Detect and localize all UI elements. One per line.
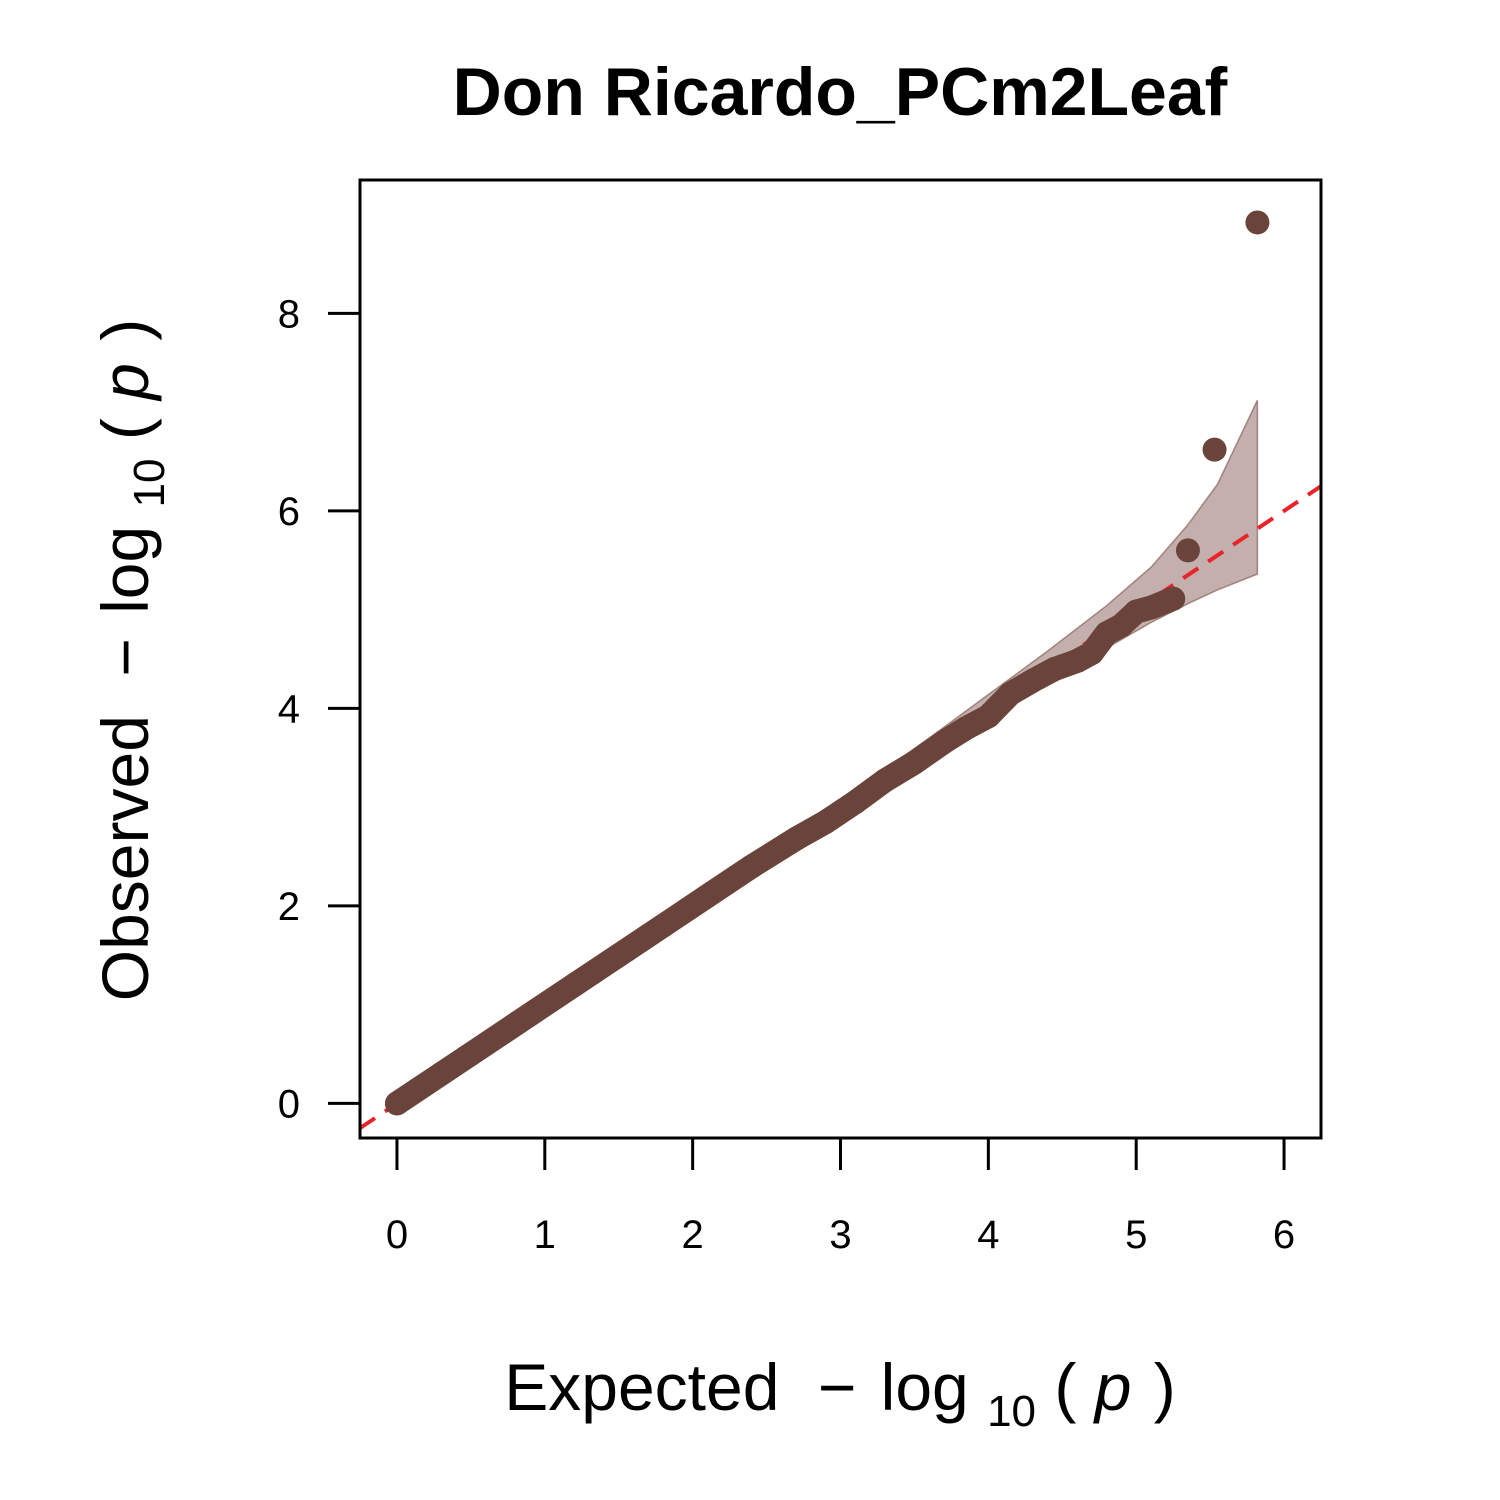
x-tick-label: 3 <box>829 1213 851 1257</box>
x-axis: 0 1 2 3 4 5 6 <box>386 1138 1295 1257</box>
confidence-band <box>810 399 1259 833</box>
data-point <box>902 750 927 775</box>
x-axis-label: Expected − log 10 ( p ) <box>504 1350 1176 1440</box>
data-point <box>784 826 809 851</box>
y-axis-label-log: log <box>88 526 162 614</box>
data-point <box>843 790 868 815</box>
y-axis-label-prefix: Observed <box>88 715 162 1001</box>
y-tick-label: 8 <box>278 292 300 336</box>
data-point <box>429 1061 454 1086</box>
y-axis-label-var: p <box>88 363 162 402</box>
y-axis-label: Observed − log 10 ( p ) <box>88 319 178 1001</box>
x-axis-label-prefix: Expected <box>504 1350 779 1424</box>
data-point <box>954 716 979 741</box>
x-axis-label-log: log <box>881 1350 969 1424</box>
y-axis-label-minus: − <box>88 638 162 677</box>
data-point <box>872 768 897 793</box>
data-point <box>562 972 587 997</box>
x-tick-label: 4 <box>977 1213 999 1257</box>
outlier-point <box>1175 538 1200 563</box>
chart-title: Don Ricardo_PCm2Leaf <box>453 54 1228 130</box>
x-tick-label: 5 <box>1125 1213 1147 1257</box>
data-point <box>1079 641 1104 666</box>
data-point <box>695 884 720 909</box>
data-point <box>976 704 1001 729</box>
outlier-point <box>1202 437 1227 462</box>
data-point <box>998 681 1023 706</box>
y-axis: 0 2 4 6 8 <box>278 292 360 1126</box>
confidence-band-layer <box>810 399 1259 833</box>
x-tick-label: 1 <box>534 1213 556 1257</box>
data-point <box>1042 656 1067 681</box>
data-point <box>384 1091 409 1116</box>
x-axis-label-close: ) <box>1154 1350 1176 1424</box>
data-point <box>739 854 764 879</box>
y-tick-label: 2 <box>278 885 300 929</box>
data-point <box>651 913 676 938</box>
x-axis-label-sub: 10 <box>987 1387 1036 1436</box>
y-axis-label-sub: 10 <box>125 458 174 507</box>
y-axis-label-open: ( <box>88 418 162 440</box>
data-point <box>1020 668 1045 693</box>
data-point <box>606 943 631 968</box>
x-tick-label: 2 <box>682 1213 704 1257</box>
x-tick-label: 0 <box>386 1213 408 1257</box>
data-point <box>931 729 956 754</box>
x-axis-label-minus: − <box>818 1350 857 1424</box>
y-tick-label: 0 <box>278 1082 300 1126</box>
x-tick-label: 6 <box>1273 1213 1295 1257</box>
x-axis-label-open: ( <box>1054 1350 1076 1424</box>
y-tick-label: 6 <box>278 490 300 534</box>
data-point <box>813 809 838 834</box>
y-tick-label: 4 <box>278 687 300 731</box>
x-axis-label-var: p <box>1093 1350 1132 1424</box>
points-layer <box>384 210 1270 1116</box>
data-point <box>518 1002 543 1027</box>
data-point <box>1161 586 1186 611</box>
plot-frame <box>358 178 1323 1140</box>
data-point <box>473 1032 498 1057</box>
outlier-point <box>1245 210 1270 235</box>
y-axis-label-close: ) <box>88 319 162 341</box>
